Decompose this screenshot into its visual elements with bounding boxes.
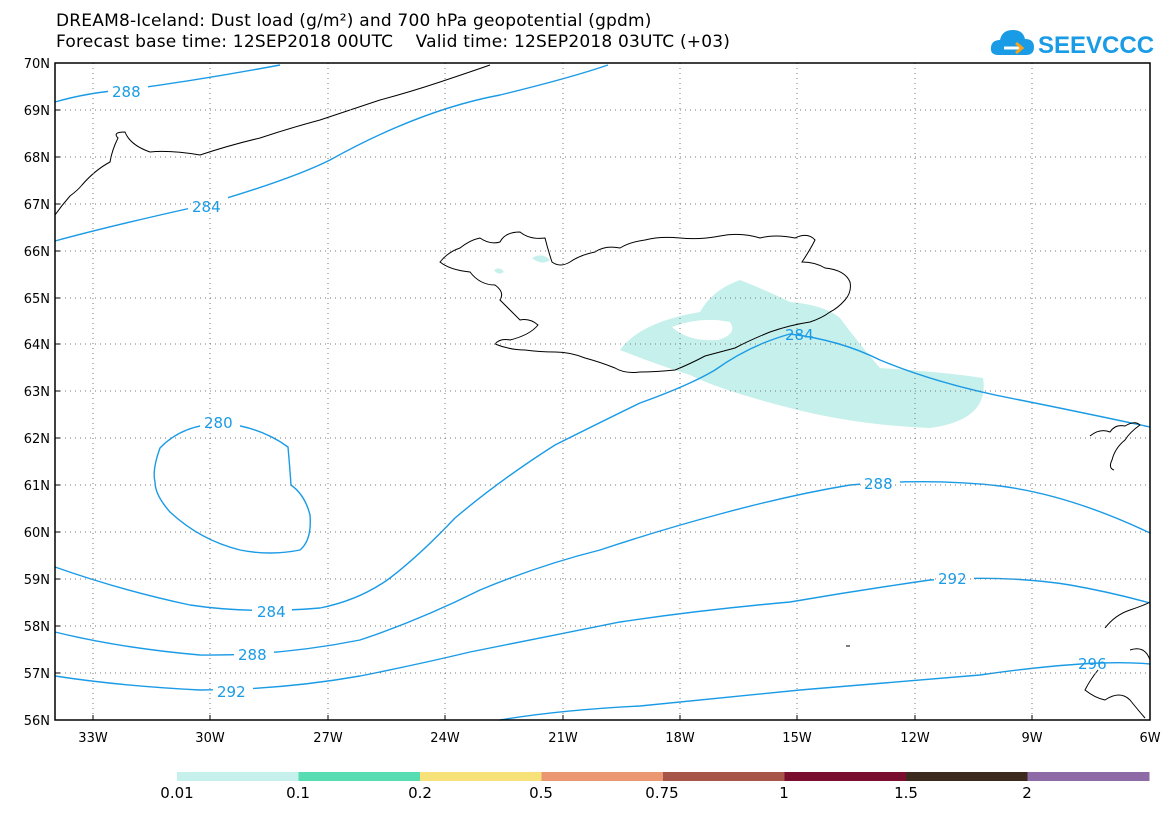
map-title-line2: Forecast base time: 12SEP2018 00UTC Vali… (56, 32, 731, 52)
colorbar-label: 0.5 (529, 784, 553, 802)
contour-284-main (54, 333, 1151, 612)
lon-label: 12W (900, 731, 930, 746)
lat-label: 57N (24, 667, 50, 682)
contour-284-north (54, 64, 609, 242)
longitude-labels: 33W 30W 27W 24W 21W 18W 15W 12W 9W 6W (78, 731, 1160, 746)
scotland-coast (1084, 601, 1151, 719)
iceland-coast (439, 231, 851, 373)
lat-label: 64N (24, 338, 50, 353)
colorbar-swatch (541, 772, 664, 781)
faroe-islands (1089, 422, 1141, 471)
colorbar-swatch (177, 772, 299, 781)
colorbar-swatch (663, 772, 785, 781)
axis-ticks (55, 62, 1033, 720)
logo-text: SEEVCCC (1038, 32, 1154, 59)
lon-label: 6W (1139, 731, 1160, 746)
contour-label: 280 (204, 414, 233, 432)
colorbar-label: 0.2 (408, 784, 432, 802)
map-title-line1: DREAM8-Iceland: Dust load (g/m²) and 700… (56, 11, 652, 31)
contour-label: 284 (257, 603, 286, 621)
greenland-coast (54, 64, 491, 216)
contour-label: 288 (864, 475, 893, 493)
dust-load-area (494, 255, 984, 428)
lat-label: 61N (24, 479, 50, 494)
lat-label: 66N (24, 245, 50, 260)
lat-label: 56N (24, 714, 50, 729)
lon-label: 30W (195, 731, 225, 746)
geopotential-contours (54, 64, 1151, 721)
colorbar-swatch (784, 772, 907, 781)
contour-label: 284 (192, 198, 221, 216)
lon-label: 24W (430, 731, 460, 746)
lat-label: 70N (24, 57, 50, 72)
lon-label: 21W (548, 731, 578, 746)
contour-label-group: 288 284 280 284 288 292 284 288 292 296 (108, 82, 1107, 701)
colorbar-label: 1.5 (894, 784, 918, 802)
lat-label: 60N (24, 526, 50, 541)
latitude-labels: 70N 69N 68N 67N 66N 65N 64N 63N 62N 61N … (24, 57, 50, 729)
colorbar (177, 772, 1150, 781)
colorbar-label: 2 (1022, 784, 1032, 802)
lon-label: 15W (782, 731, 812, 746)
contour-label: 296 (1078, 655, 1107, 673)
graticule (55, 63, 1150, 720)
lat-label: 58N (24, 620, 50, 635)
contour-label: 288 (112, 83, 141, 101)
lat-label: 67N (24, 198, 50, 213)
contour-label: 292 (217, 683, 246, 701)
cloud-icon (990, 30, 1034, 55)
colorbar-swatch (298, 772, 421, 781)
lon-label: 27W (313, 731, 343, 746)
contour-label: 288 (238, 646, 267, 664)
lat-label: 65N (24, 292, 50, 307)
contour-296 (499, 661, 1151, 721)
seevccc-logo: SEEVCCC (990, 30, 1154, 59)
lat-label: 68N (24, 151, 50, 166)
lat-label: 59N (24, 573, 50, 588)
colorbar-swatch (906, 772, 1028, 781)
lat-label: 62N (24, 432, 50, 447)
colorbar-swatch (1027, 772, 1150, 781)
contour-288-main (54, 481, 1151, 656)
colorbar-label: 0.01 (160, 784, 194, 802)
contour-280 (153, 423, 311, 554)
colorbar-label: 1 (779, 784, 789, 802)
contour-label: 284 (785, 326, 814, 344)
colorbar-label: 0.1 (286, 784, 310, 802)
coastlines (54, 64, 1151, 719)
contour-label: 292 (938, 570, 967, 588)
colorbar-swatch (420, 772, 542, 781)
colorbar-label: 0.75 (645, 784, 679, 802)
lat-label: 69N (24, 104, 50, 119)
lon-label: 9W (1021, 731, 1042, 746)
contour-288-north (54, 64, 281, 103)
lon-label: 18W (665, 731, 695, 746)
lat-label: 63N (24, 385, 50, 400)
lon-label: 33W (78, 731, 108, 746)
